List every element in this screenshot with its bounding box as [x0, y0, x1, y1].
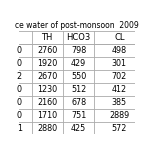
Text: 385: 385	[112, 98, 127, 107]
Text: CL: CL	[114, 33, 124, 42]
Text: 2: 2	[17, 72, 22, 81]
Text: 412: 412	[112, 85, 127, 94]
Text: 1: 1	[17, 124, 22, 133]
Text: 0: 0	[17, 111, 22, 120]
Text: 702: 702	[112, 72, 127, 81]
Text: 498: 498	[112, 46, 127, 55]
Text: 2889: 2889	[109, 111, 129, 120]
Text: TH: TH	[42, 33, 53, 42]
Text: 0: 0	[17, 46, 22, 55]
Text: 1710: 1710	[37, 111, 57, 120]
Text: 301: 301	[112, 59, 127, 68]
Text: 572: 572	[112, 124, 127, 133]
Text: 429: 429	[71, 59, 86, 68]
Text: 512: 512	[71, 85, 86, 94]
Text: 2670: 2670	[37, 72, 57, 81]
Text: HCO3: HCO3	[66, 33, 91, 42]
Text: 1230: 1230	[37, 85, 57, 94]
Text: 678: 678	[71, 98, 86, 107]
Text: 0: 0	[17, 59, 22, 68]
Text: ce water of post-monsoon  2009: ce water of post-monsoon 2009	[15, 21, 139, 30]
Text: 0: 0	[17, 98, 22, 107]
Text: 2760: 2760	[37, 46, 57, 55]
Text: 425: 425	[71, 124, 86, 133]
Text: 1920: 1920	[37, 59, 57, 68]
Text: 751: 751	[71, 111, 86, 120]
Text: 550: 550	[71, 72, 86, 81]
Text: 2160: 2160	[37, 98, 57, 107]
Text: 798: 798	[71, 46, 86, 55]
Text: 0: 0	[17, 85, 22, 94]
Text: 2880: 2880	[37, 124, 57, 133]
